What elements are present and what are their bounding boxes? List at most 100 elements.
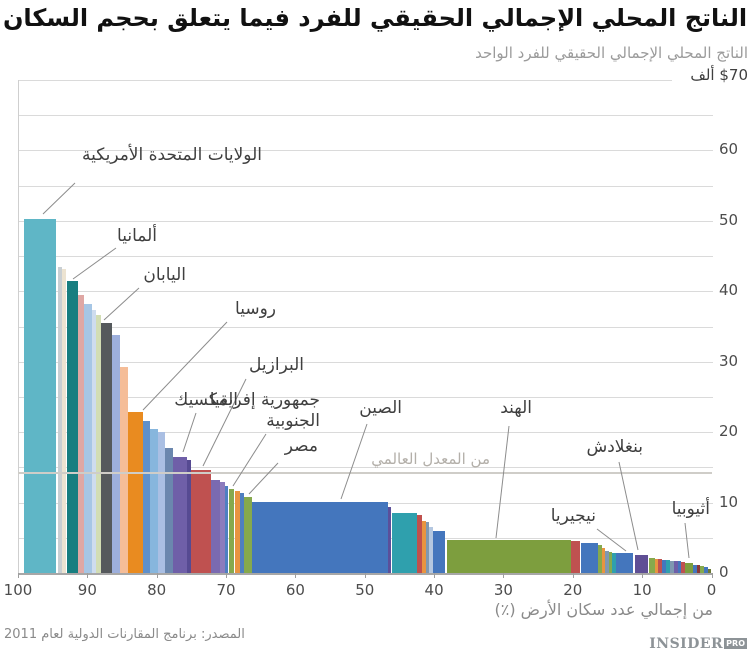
bar-country-sliver (158, 432, 165, 573)
x-tick-0 (711, 573, 713, 578)
bar-country-sliver (612, 552, 617, 573)
leader-line (340, 423, 368, 500)
bar-اليابان (101, 322, 112, 573)
bar-country-sliver (61, 268, 66, 573)
x-tick-100 (18, 573, 19, 578)
bar-country-sliver (605, 551, 609, 573)
x-tick-label-60: 60 (285, 581, 305, 599)
y-tick-label-20: 20 (719, 422, 739, 441)
bar-country-sliver (391, 513, 417, 573)
bar-country-sliver (91, 309, 96, 573)
bar-مصر (244, 496, 252, 573)
bar-country-sliver (433, 531, 445, 573)
label-الولايات المتحدة الأمريكية: الولايات المتحدة الأمريكية (81, 145, 262, 165)
bar-country-sliver (111, 334, 120, 573)
bar-country-sliver (235, 491, 240, 573)
x-tick-10 (642, 573, 644, 578)
label-المكسيك: المكسيك (174, 390, 238, 410)
bar-أثيوبيا (685, 563, 694, 573)
bar-country-sliver (219, 482, 225, 573)
logo-pro-badge: PRO (724, 638, 747, 649)
bar-country-sliver (665, 560, 670, 573)
bar-country-sliver (119, 367, 129, 573)
bar-ألمانيا (66, 281, 78, 573)
bar-country-sliver (581, 543, 599, 573)
bar-country-sliver (429, 527, 434, 573)
insider-pro-logo: INSIDER PRO (649, 636, 747, 652)
bar-country-sliver (186, 460, 192, 573)
bar-country-sliver (57, 266, 62, 573)
gridline-25 (18, 396, 713, 398)
gridline-35 (18, 326, 713, 328)
leader-line (72, 247, 117, 280)
y-tick-label-30: 30 (719, 351, 739, 370)
label-الصين: الصين (359, 398, 402, 418)
y-tick-label-10: 10 (719, 492, 739, 511)
gridline-45 (18, 256, 713, 258)
label-ألمانيا: ألمانيا (117, 226, 157, 246)
label-اليابان: اليابان (143, 265, 186, 285)
gridline-50 (18, 220, 713, 222)
y-tick-label-60: 60 (719, 140, 739, 159)
gridline-40 (18, 291, 713, 293)
x-tick-label-10: 10 (632, 581, 652, 599)
x-tick-label-0: 0 (706, 581, 717, 599)
x-tick-20 (572, 573, 574, 578)
leader-line (103, 287, 140, 321)
logo-text: INSIDER (649, 636, 724, 652)
bar-country-sliver (680, 561, 686, 573)
x-tick-60 (295, 573, 297, 578)
bar-country-sliver (598, 544, 602, 573)
bar-country-sliver (570, 541, 580, 573)
y-axis-top-label: $70 ألف (690, 66, 748, 84)
bar-country-sliver (142, 420, 150, 573)
bar-country-sliver (165, 448, 173, 573)
x-tick-80 (156, 573, 158, 578)
x-tick-label-90: 90 (77, 581, 97, 599)
page-title: الناتج المحلي الإجمالي الحقيقي للفرد فيم… (2, 4, 748, 32)
bar-country-sliver (699, 566, 704, 573)
bar-روسيا (128, 411, 143, 573)
bar-country-sliver (77, 294, 84, 573)
x-tick-label-20: 20 (563, 581, 583, 599)
label-البرازيل: البرازيل (249, 355, 304, 375)
source-note: المصدر: برنامج المقارنات الدولية لعام 20… (4, 627, 245, 642)
bar-country-sliver (211, 480, 220, 573)
bar-country-sliver (669, 560, 675, 573)
y-tick-label-50: 50 (719, 210, 739, 229)
bar-البرازيل (191, 470, 212, 573)
bar-بنغلادش (634, 555, 649, 573)
world-average-label: من المعدل العالمي (371, 450, 490, 468)
gridline-70 (18, 80, 672, 81)
bar-country-sliver (601, 547, 606, 573)
label-جمهورية إفريقيا: جمهورية إفريقيا الجنوبية (209, 390, 320, 431)
bar-country-sliver (678, 561, 681, 573)
x-tick-label-30: 30 (493, 581, 513, 599)
bar-country-sliver (239, 493, 245, 573)
bar-country-sliver (708, 568, 711, 573)
x-tick-40 (434, 573, 436, 578)
label-أثيوبيا: أثيوبيا (671, 499, 710, 519)
bar-الصين (251, 501, 389, 573)
gridline-60 (18, 150, 713, 152)
x-axis-title: من إجمالي عدد سكان الأرض (٪) (494, 600, 713, 619)
bar-country-sliver (703, 567, 709, 573)
world-average-line (18, 472, 712, 475)
leader-line (232, 433, 267, 487)
bar-نيجيريا (616, 553, 634, 573)
bar-country-sliver (388, 506, 392, 573)
bar-country-sliver (149, 428, 159, 573)
x-tick-label-40: 40 (424, 581, 444, 599)
bar-الولايات المتحدة الأمريكية (23, 218, 57, 573)
x-tick-50 (364, 573, 366, 578)
bar-country-sliver (422, 520, 426, 573)
gridline-65 (18, 115, 713, 117)
gridline-55 (18, 185, 713, 187)
bar-country-sliver (693, 564, 697, 573)
x-tick-30 (503, 573, 505, 578)
bar-country-sliver (417, 515, 423, 573)
bar-country-sliver (658, 559, 662, 573)
x-tick-90 (87, 573, 89, 578)
bar-الهند (446, 539, 571, 573)
